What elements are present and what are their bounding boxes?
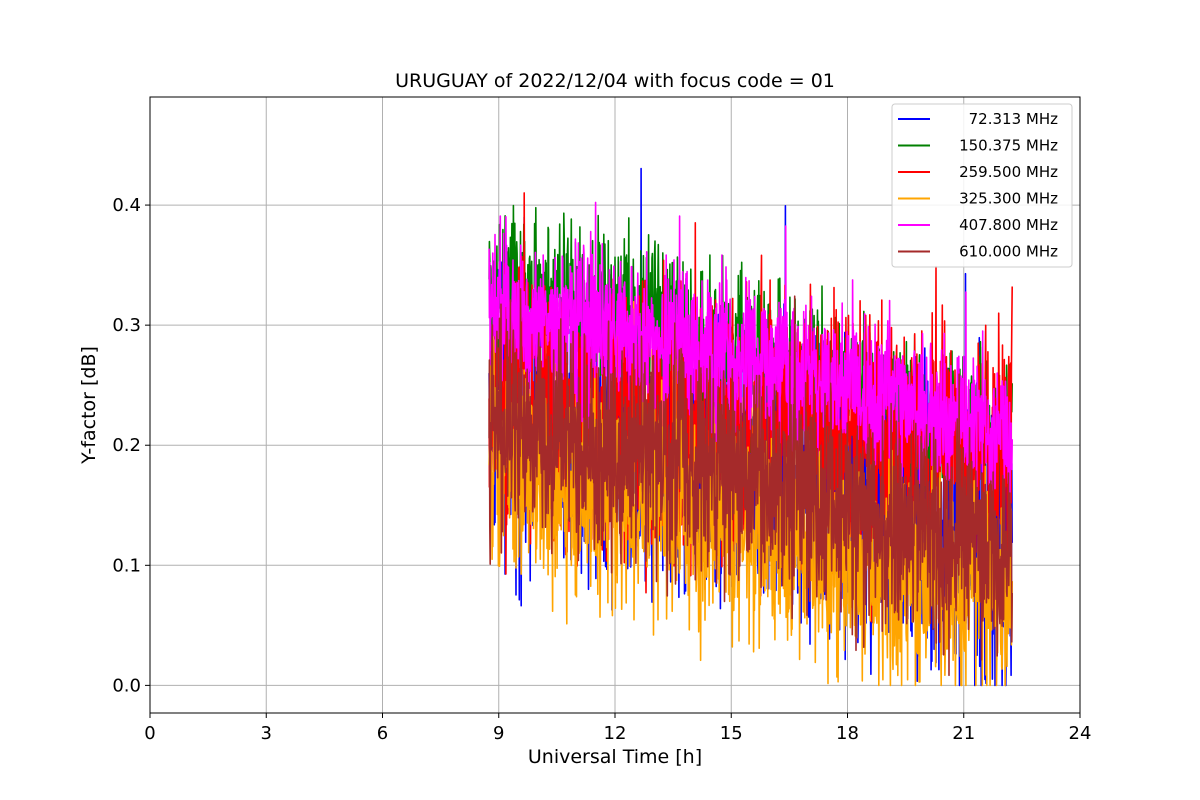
legend-entry: 325.300 MHz	[959, 190, 1058, 208]
x-tick-label: 3	[261, 723, 272, 744]
x-tick-label: 21	[952, 723, 975, 744]
legend-entry: 407.800 MHz	[959, 216, 1058, 234]
x-tick-label: 6	[377, 723, 388, 744]
legend-entry: 610.000 MHz	[959, 243, 1058, 261]
legend-entry: 259.500 MHz	[959, 163, 1058, 181]
legend-entry: 150.375 MHz	[959, 137, 1058, 155]
legend: 72.313 MHz 150.375 MHz 259.500 MHz 325.300 …	[891, 103, 1073, 268]
x-axis: 0 3 6 9 12 15 18 21 24	[144, 713, 1091, 744]
legend-entry: 72.313 MHz	[969, 110, 1058, 128]
chart-title: URUGUAY of 2022/12/04 with focus code = …	[395, 70, 835, 92]
x-tick-label: 12	[604, 723, 627, 744]
y-tick-label: 0.2	[112, 435, 141, 456]
x-tick-label: 24	[1069, 723, 1092, 744]
x-tick-label: 9	[493, 723, 504, 744]
y-tick-label: 0.3	[112, 315, 141, 336]
series-line	[488, 288, 1013, 677]
y-axis: 0.0 0.1 0.2 0.3 0.4	[112, 195, 150, 696]
x-tick-label: 18	[836, 723, 859, 744]
y-tick-label: 0.4	[112, 195, 141, 216]
x-axis-label: Universal Time [h]	[528, 746, 702, 768]
legend-box	[891, 103, 1073, 268]
x-tick-label: 15	[720, 723, 743, 744]
y-tick-label: 0.0	[112, 675, 141, 696]
y-axis-label: Y-factor [dB]	[78, 346, 100, 465]
series-layer	[488, 167, 1013, 687]
y-tick-label: 0.1	[112, 555, 141, 576]
x-tick-label: 0	[144, 723, 155, 744]
